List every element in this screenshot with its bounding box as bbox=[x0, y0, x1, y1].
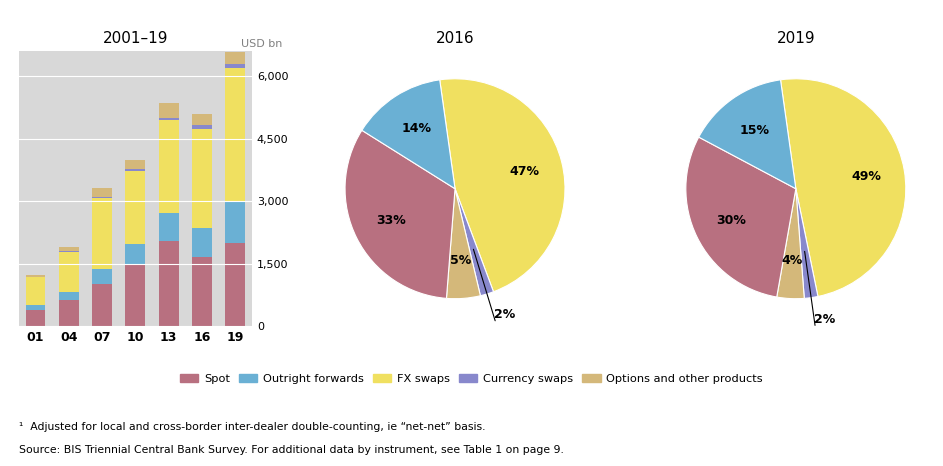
Text: 33%: 33% bbox=[376, 214, 406, 227]
Bar bbox=[192, 125, 212, 129]
Text: 14%: 14% bbox=[401, 122, 431, 135]
Bar bbox=[225, 64, 245, 69]
Wedge shape bbox=[777, 189, 804, 299]
Wedge shape bbox=[686, 137, 796, 297]
Bar bbox=[92, 197, 112, 198]
Text: 49%: 49% bbox=[852, 170, 881, 183]
Bar bbox=[25, 310, 45, 326]
Bar bbox=[92, 198, 112, 269]
Bar bbox=[225, 202, 245, 243]
Bar bbox=[225, 243, 245, 326]
Bar bbox=[192, 228, 212, 257]
Bar bbox=[158, 120, 178, 212]
Bar bbox=[125, 244, 145, 264]
Bar bbox=[125, 264, 145, 326]
Text: 47%: 47% bbox=[509, 164, 539, 178]
Bar bbox=[225, 52, 245, 64]
Text: 2%: 2% bbox=[494, 308, 516, 321]
Bar bbox=[125, 169, 145, 171]
Text: USD bn: USD bn bbox=[240, 39, 282, 48]
Bar bbox=[225, 69, 245, 202]
Wedge shape bbox=[699, 80, 796, 189]
Text: 2%: 2% bbox=[814, 313, 835, 326]
Wedge shape bbox=[446, 189, 480, 299]
Text: 30%: 30% bbox=[717, 213, 747, 226]
Bar bbox=[92, 269, 112, 284]
Title: 2019: 2019 bbox=[776, 31, 815, 46]
Wedge shape bbox=[439, 79, 565, 292]
Text: 4%: 4% bbox=[782, 254, 803, 267]
Bar bbox=[192, 115, 212, 125]
Legend: Spot, Outright forwards, FX swaps, Currency swaps, Options and other products: Spot, Outright forwards, FX swaps, Curre… bbox=[175, 369, 768, 388]
Bar bbox=[158, 103, 178, 117]
Bar bbox=[92, 188, 112, 197]
Bar bbox=[25, 277, 45, 305]
Bar bbox=[125, 160, 145, 169]
Bar bbox=[192, 257, 212, 326]
Bar bbox=[58, 292, 79, 300]
Wedge shape bbox=[362, 80, 455, 189]
Wedge shape bbox=[345, 130, 455, 298]
Bar bbox=[58, 300, 79, 326]
Bar bbox=[58, 247, 79, 252]
Text: 15%: 15% bbox=[740, 123, 769, 137]
Wedge shape bbox=[781, 79, 906, 296]
Bar bbox=[58, 253, 79, 292]
Bar bbox=[158, 241, 178, 326]
Bar bbox=[92, 284, 112, 326]
Text: 5%: 5% bbox=[450, 254, 472, 267]
Wedge shape bbox=[455, 189, 493, 296]
Bar bbox=[25, 274, 45, 277]
Title: 2016: 2016 bbox=[436, 31, 474, 46]
Title: 2001–19: 2001–19 bbox=[103, 31, 168, 46]
Bar bbox=[125, 171, 145, 244]
Bar bbox=[158, 117, 178, 120]
Text: ¹  Adjusted for local and cross-border inter-dealer double-counting, ie “net-net: ¹ Adjusted for local and cross-border in… bbox=[19, 422, 486, 432]
Bar bbox=[192, 129, 212, 228]
Wedge shape bbox=[796, 189, 818, 298]
Bar bbox=[25, 305, 45, 310]
Bar bbox=[58, 252, 79, 253]
Text: Source: BIS Triennial Central Bank Survey. For additional data by instrument, se: Source: BIS Triennial Central Bank Surve… bbox=[19, 445, 564, 455]
Bar bbox=[158, 212, 178, 241]
